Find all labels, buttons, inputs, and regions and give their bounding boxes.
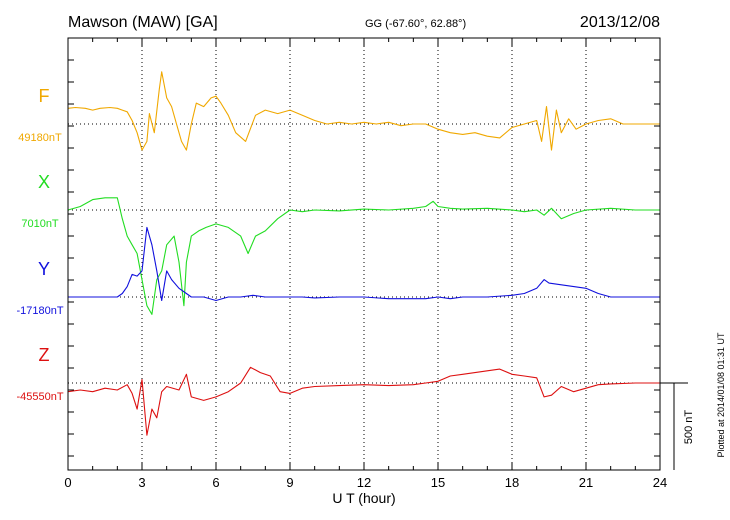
- series-name-x: X: [38, 172, 50, 192]
- x-axis-ticks: 0 3 6 9 12 15 18 21 24: [64, 38, 667, 490]
- x-axis-title: U T (hour): [332, 490, 395, 506]
- x-tick-label: 0: [64, 475, 71, 490]
- x-tick-label: 9: [286, 475, 293, 490]
- coords-label: GG (-67.60°, 62.88°): [365, 18, 466, 30]
- series-group: [67, 71, 660, 436]
- x-tick-label: 15: [431, 475, 445, 490]
- grid: [141, 38, 587, 470]
- series-labels: F 49180nT X 7010nT Y -17180nT Z -45550nT: [16, 86, 63, 403]
- x-tick-label: 18: [505, 475, 519, 490]
- series-name-y: Y: [38, 259, 50, 279]
- plotted-timestamp: Plotted at 2014/01/08 01:31 UT: [716, 332, 726, 458]
- series-baseline-y: -17180nT: [16, 305, 63, 317]
- x-tick-label: 21: [579, 475, 593, 490]
- scale-bar-label: 500 nT: [683, 410, 695, 445]
- series-baseline-z: -45550nT: [16, 391, 63, 403]
- series-name-f: F: [39, 86, 50, 106]
- series-line-z: [67, 366, 660, 436]
- scale-bar: 500 nT: [660, 382, 695, 470]
- x-tick-label: 24: [653, 475, 667, 490]
- x-tick-label: 3: [138, 475, 145, 490]
- series-line-x: [67, 197, 660, 315]
- series-line-y: [68, 226, 660, 302]
- series-baseline-x: 7010nT: [21, 218, 59, 230]
- series-name-z: Z: [39, 345, 50, 365]
- series-line-f: [67, 71, 660, 151]
- x-tick-label: 6: [212, 475, 219, 490]
- series-baseline-f: 49180nT: [18, 132, 62, 144]
- station-title: Mawson (MAW) [GA]: [68, 14, 218, 31]
- x-tick-label: 12: [357, 475, 371, 490]
- date-label: 2013/12/08: [580, 14, 660, 31]
